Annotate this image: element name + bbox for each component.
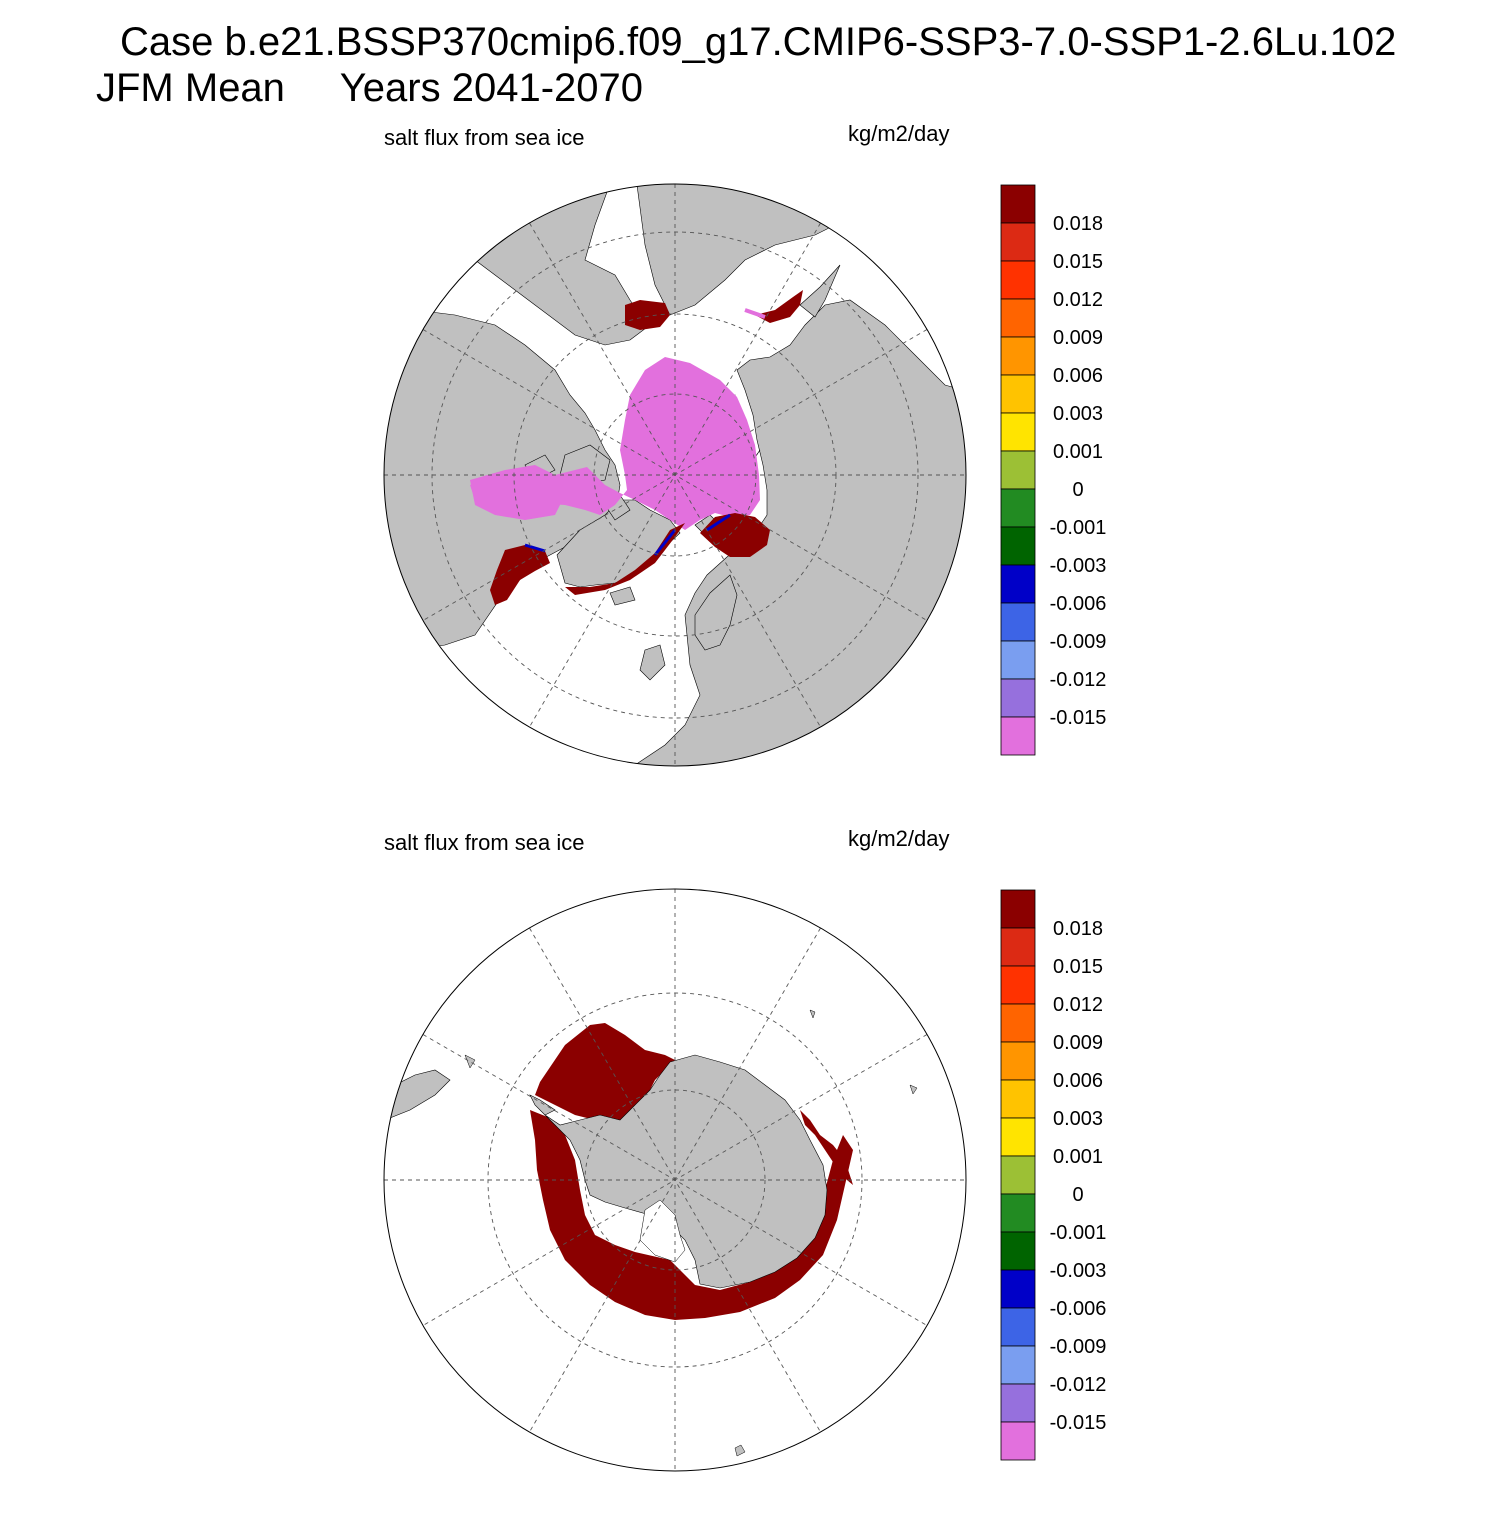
colorbar-tick-label: 0.015 xyxy=(1053,956,1103,978)
colorbar-tick-label: -0.012 xyxy=(1050,669,1107,691)
edge-contour xyxy=(653,529,677,556)
colorbar-tick-label: -0.009 xyxy=(1050,1336,1107,1358)
graticule xyxy=(384,184,966,766)
region-weddell-sea xyxy=(535,1023,675,1125)
land-island xyxy=(909,1084,918,1095)
colorbar-tick-label: -0.003 xyxy=(1050,555,1107,577)
colorbar-bin xyxy=(1000,1193,1036,1233)
ross-ice-shelf xyxy=(639,1199,686,1263)
region-sea-of-okhotsk xyxy=(755,290,803,323)
units-label: kg/m2/day xyxy=(848,121,950,146)
colorbar-bin xyxy=(1000,374,1036,414)
plot-title-case: Case b.e21.BSSP370cmip6.f09_g17.CMIP6-SS… xyxy=(120,20,1397,64)
land-iceland xyxy=(609,586,636,606)
land-antarctica xyxy=(544,1054,828,1289)
salt-flux-field xyxy=(470,290,803,605)
colorbar-tick-label: -0.015 xyxy=(1050,707,1107,729)
colorbar-bin xyxy=(1000,602,1036,642)
colorbar-tick-label: 0.006 xyxy=(1053,365,1103,387)
colorbar-bin xyxy=(1000,526,1036,566)
colorbar-tick-label: -0.015 xyxy=(1050,1412,1107,1434)
colorbar-bin xyxy=(1000,1117,1036,1157)
colorbar-tick-label: 0.012 xyxy=(1053,994,1103,1016)
colorbar-tick-label: -0.003 xyxy=(1050,1260,1107,1282)
colorbar-tick-label: 0.015 xyxy=(1053,251,1103,273)
south-polar-map xyxy=(383,888,967,1472)
colorbar-bin xyxy=(1000,222,1036,262)
colorbar-bin xyxy=(1000,1003,1036,1043)
colorbar-tick-label: 0.001 xyxy=(1053,441,1103,463)
colorbar-bin xyxy=(1000,1041,1036,1081)
edge-contour xyxy=(524,543,546,553)
edge-contour xyxy=(744,308,766,319)
colorbar-bin xyxy=(1000,889,1036,929)
region-bering-sea xyxy=(625,300,670,330)
colorbar-bin xyxy=(1000,1079,1036,1119)
colorbar-bin xyxy=(1000,965,1036,1005)
land-scandinavia xyxy=(694,574,738,651)
colorbar-tick-label: -0.006 xyxy=(1050,593,1107,615)
salt-flux-field xyxy=(530,1023,853,1320)
colorbar-bin xyxy=(1000,450,1036,490)
colorbar-bin xyxy=(1000,336,1036,376)
edge-contour xyxy=(706,513,731,532)
colorbar-tick-label: -0.001 xyxy=(1050,517,1107,539)
colorbar-tick-label: 0.001 xyxy=(1053,1146,1103,1168)
graticule xyxy=(384,889,966,1471)
colorbar-bin xyxy=(1000,927,1036,967)
colorbar-tick-label: -0.012 xyxy=(1050,1374,1107,1396)
colorbar-bin xyxy=(1000,716,1036,756)
colorbar-bin xyxy=(1000,1155,1036,1195)
colorbar-tick-label: 0.003 xyxy=(1053,1108,1103,1130)
land-chukotka xyxy=(634,184,836,316)
colorbar-bin xyxy=(1000,184,1036,224)
region-east-antarctic-coast xyxy=(800,1110,853,1185)
north-polar-panel: salt flux from sea ice kg/m2/day xyxy=(0,110,1500,815)
region-pacific-sector xyxy=(530,1110,853,1320)
land-island xyxy=(464,1054,476,1069)
colorbar: 0.018 0.015 0.012 0.009 0.006 0.003 0.001 0 -0.0… xyxy=(1000,889,1107,1461)
plot-title-period: JFM Mean Years 2041-2070 xyxy=(96,66,643,110)
land-island xyxy=(809,1009,816,1019)
south-polar-panel: salt flux from sea ice kg/m2/day xyxy=(0,815,1500,1520)
colorbar-bin xyxy=(1000,1269,1036,1309)
colorbar-bin xyxy=(1000,412,1036,452)
colorbar-bin xyxy=(1000,678,1036,718)
colorbar-tick-label: 0.009 xyxy=(1053,327,1103,349)
colorbar-tick-label: -0.009 xyxy=(1050,631,1107,653)
colorbar-tick-label: 0 xyxy=(1072,479,1083,501)
colorbar-bin xyxy=(1000,488,1036,528)
colorbar-bin xyxy=(1000,564,1036,604)
colorbar-bin xyxy=(1000,1231,1036,1271)
land-british-isles xyxy=(639,644,666,681)
colorbar-bin xyxy=(1000,298,1036,338)
colorbar-tick-label: 0.018 xyxy=(1053,918,1103,940)
colorbar-tick-label: 0.018 xyxy=(1053,213,1103,235)
colorbar-bin xyxy=(1000,1345,1036,1385)
units-label: kg/m2/day xyxy=(848,826,950,851)
region-hudson-bay xyxy=(470,465,565,520)
variable-label: salt flux from sea ice xyxy=(384,830,585,855)
colorbar-bin xyxy=(1000,1383,1036,1423)
colorbar: 0.018 0.015 0.012 0.009 0.006 0.003 0.001 0 -0.0… xyxy=(1000,184,1107,756)
colorbar-tick-label: 0.003 xyxy=(1053,403,1103,425)
map-boundary xyxy=(383,183,967,767)
colorbar-tick-label: 0.006 xyxy=(1053,1070,1103,1092)
map-boundary xyxy=(383,888,967,1472)
colorbar-tick-label: 0.009 xyxy=(1053,1032,1103,1054)
colorbar-tick-label: 0.012 xyxy=(1053,289,1103,311)
land-island xyxy=(734,1444,746,1457)
colorbar-tick-label: -0.006 xyxy=(1050,1298,1107,1320)
colorbar-tick-label: -0.001 xyxy=(1050,1222,1107,1244)
colorbar-bin xyxy=(1000,1307,1036,1347)
land-kamchatka xyxy=(799,264,841,318)
colorbar-bin xyxy=(1000,640,1036,680)
colorbar-bin xyxy=(1000,1421,1036,1461)
variable-label: salt flux from sea ice xyxy=(384,125,585,150)
colorbar-bin xyxy=(1000,260,1036,300)
north-polar-map xyxy=(383,183,967,767)
region-labrador-sea xyxy=(490,545,550,605)
colorbar-tick-label: 0 xyxy=(1072,1184,1083,1206)
